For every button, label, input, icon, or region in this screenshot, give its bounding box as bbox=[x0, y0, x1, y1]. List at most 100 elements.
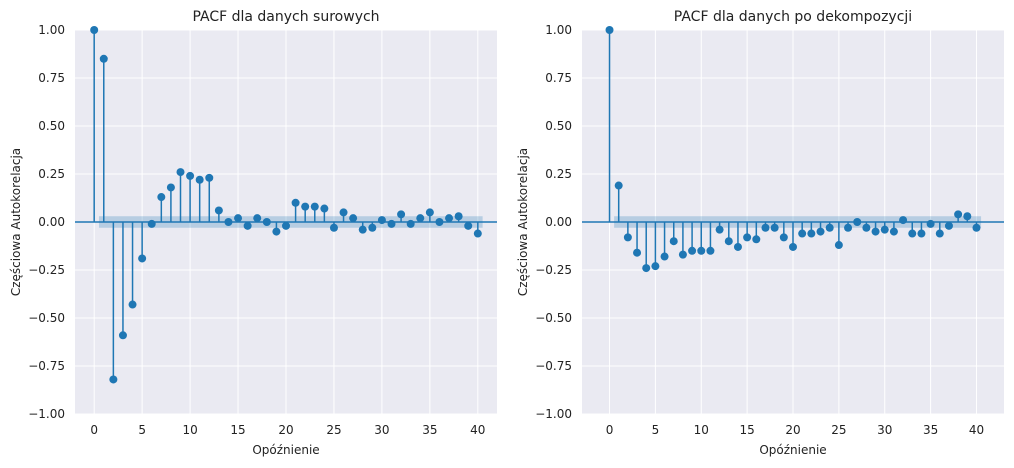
stem-marker bbox=[406, 219, 415, 228]
stem-marker bbox=[387, 219, 396, 228]
x-tick-label: 5 bbox=[138, 423, 146, 437]
stem-marker bbox=[853, 218, 862, 226]
stem-marker bbox=[397, 210, 406, 219]
stem-marker bbox=[963, 212, 972, 221]
y-axis-label: Częściowa Autokorelacja bbox=[516, 148, 530, 296]
stem-marker bbox=[779, 233, 788, 242]
stems bbox=[582, 26, 1004, 273]
y-tick-label: −0.75 bbox=[28, 359, 65, 373]
y-axis-label: Częściowa Autokorelacja bbox=[9, 148, 23, 296]
stem-marker bbox=[816, 227, 825, 236]
stem-marker bbox=[935, 229, 944, 238]
x-tick-label: 15 bbox=[230, 423, 245, 437]
x-tick-label: 30 bbox=[877, 423, 892, 437]
stems bbox=[75, 26, 497, 384]
y-tick-label: −0.25 bbox=[535, 263, 572, 277]
x-tick-label: 10 bbox=[694, 423, 709, 437]
chart-title: PACF dla danych po dekompozycji bbox=[674, 9, 912, 25]
stem-marker bbox=[224, 218, 233, 226]
pacf-raw-chart: 0 5 10 15 20 25 30 35 40 1.00 0.75 0.50 0.25 0.00 −0.2… bbox=[9, 9, 497, 457]
y-tick-label: 0.75 bbox=[38, 71, 65, 85]
x-tick-label: 5 bbox=[652, 423, 660, 437]
x-tick-label: 20 bbox=[278, 423, 293, 437]
stem-marker bbox=[310, 202, 319, 211]
y-tick-label: 0.00 bbox=[545, 215, 572, 229]
stem-marker bbox=[926, 219, 935, 228]
x-tick-label: 40 bbox=[470, 423, 485, 437]
stem-marker bbox=[697, 246, 706, 255]
stem-marker bbox=[90, 26, 99, 34]
stem-marker bbox=[954, 210, 963, 219]
stem-marker bbox=[623, 233, 632, 242]
y-tick-label: 1.00 bbox=[38, 23, 65, 37]
stem-marker bbox=[678, 250, 687, 259]
stem-marker bbox=[733, 242, 742, 251]
x-tick-label: 35 bbox=[422, 423, 437, 437]
stem-marker bbox=[761, 223, 770, 232]
stem-marker bbox=[972, 223, 981, 232]
x-tick-label: 25 bbox=[831, 423, 846, 437]
y-tick-label: 0.00 bbox=[38, 215, 65, 229]
stem-marker bbox=[435, 218, 444, 226]
y-tick-label: 0.75 bbox=[545, 71, 572, 85]
stem-marker bbox=[425, 208, 434, 217]
stem-marker bbox=[752, 235, 761, 244]
stem-marker bbox=[445, 214, 454, 223]
stem-marker bbox=[669, 237, 678, 246]
stem-marker bbox=[368, 223, 377, 232]
stem-marker bbox=[176, 168, 185, 177]
stem-marker bbox=[660, 252, 669, 261]
stem-marker bbox=[464, 221, 473, 230]
stem-marker bbox=[743, 233, 752, 242]
pacf-decomposed-chart: 0 5 10 15 20 25 30 35 40 1.00 0.75 0.50 0.25 0.00 −0.2… bbox=[516, 9, 1004, 457]
y-tick-label: 0.50 bbox=[38, 119, 65, 133]
y-tick-label: 0.25 bbox=[545, 167, 572, 181]
stem-marker bbox=[706, 246, 715, 255]
stem-marker bbox=[889, 227, 898, 236]
stem-marker bbox=[186, 171, 195, 180]
x-tick-label: 35 bbox=[923, 423, 938, 437]
stem-marker bbox=[651, 262, 660, 271]
x-axis-label: Opóźnienie bbox=[252, 443, 319, 457]
stem-marker bbox=[253, 214, 262, 223]
stem-marker bbox=[205, 173, 214, 182]
stem-marker bbox=[807, 229, 816, 238]
stem-marker bbox=[301, 202, 310, 211]
stem-marker bbox=[195, 175, 204, 184]
stem-marker bbox=[358, 225, 367, 234]
stem-marker bbox=[917, 229, 926, 238]
stem-marker bbox=[320, 204, 329, 213]
stem-marker bbox=[770, 223, 779, 232]
stem-marker bbox=[118, 331, 127, 340]
y-tick-label: 0.25 bbox=[38, 167, 65, 181]
x-tick-label: 0 bbox=[606, 423, 614, 437]
stem-marker bbox=[454, 212, 463, 221]
stem-marker bbox=[862, 223, 871, 232]
x-tick-label: 25 bbox=[326, 423, 341, 437]
stem-marker bbox=[834, 241, 843, 250]
stem-marker bbox=[416, 214, 425, 223]
stem-marker bbox=[789, 242, 797, 251]
x-tick-label: 10 bbox=[182, 423, 197, 437]
stem-marker bbox=[908, 229, 917, 238]
stem-marker bbox=[128, 300, 137, 309]
y-tick-label: −1.00 bbox=[535, 407, 572, 421]
stem-marker bbox=[138, 254, 147, 263]
stem-marker bbox=[291, 198, 300, 207]
x-tick-label: 15 bbox=[739, 423, 754, 437]
stem-marker bbox=[147, 219, 156, 228]
x-tick-label: 30 bbox=[374, 423, 389, 437]
stem-marker bbox=[880, 225, 889, 234]
x-tick-label: 20 bbox=[785, 423, 800, 437]
stem-marker bbox=[633, 248, 642, 257]
stem-marker bbox=[825, 223, 834, 232]
x-tick-label: 0 bbox=[90, 423, 98, 437]
stem-marker bbox=[166, 183, 175, 192]
stem-marker bbox=[944, 221, 953, 230]
stem-marker bbox=[339, 208, 348, 217]
stem-marker bbox=[688, 246, 697, 255]
stem-marker bbox=[282, 221, 290, 230]
stem-marker bbox=[234, 214, 243, 223]
y-tick-label: −0.25 bbox=[28, 263, 65, 277]
